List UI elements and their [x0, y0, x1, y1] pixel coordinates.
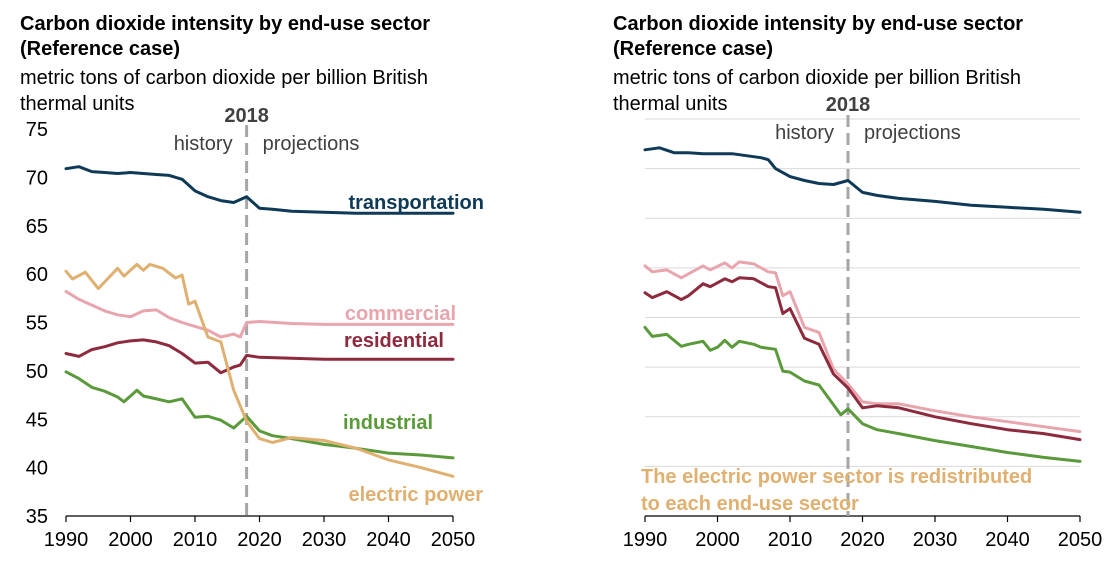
left-series-line-commercial	[64, 290, 455, 339]
right-x-tick-label: 2040	[985, 529, 1030, 551]
right-divider-year-label: 2018	[826, 94, 871, 116]
right-series-line-residential	[643, 276, 1082, 442]
left-chart-panel: Carbon dioxide intensity by end-use sect…	[20, 12, 484, 551]
left-y-tick-label: 70	[26, 167, 48, 189]
left-y-tick-label: 75	[26, 119, 48, 141]
left-chart-subtitle: (Reference case)	[20, 38, 181, 60]
right-x-tick-label: 2050	[1058, 529, 1103, 551]
left-y-tick-label: 50	[26, 361, 48, 383]
right-series-line-transportation	[643, 146, 1082, 214]
right-x-tick-label: 2030	[913, 529, 958, 551]
left-series-line-transportation	[64, 165, 455, 215]
right-chart-svg: 1990 2000 2010 2020 2030 2040 2050 2018 history p…	[623, 94, 1103, 551]
right-chart-subtitle: (Reference case)	[613, 38, 774, 60]
left-y-tick-label: 45	[26, 409, 48, 431]
left-x-tick-label: 2050	[431, 529, 476, 551]
left-x-tick-label: 1990	[44, 529, 89, 551]
left-series-label-electric_power: electric power	[348, 484, 483, 506]
right-x-tick-label: 1990	[623, 529, 668, 551]
left-x-tick-label: 2040	[366, 529, 411, 551]
right-x-tick-label: 2000	[695, 529, 740, 551]
right-annotation-line1: The electric power sector is redistribut…	[641, 466, 1032, 488]
left-y-tick-label: 60	[26, 264, 48, 286]
left-chart-units: metric tons of carbon dioxide per billio…	[20, 67, 428, 115]
left-chart-title-line1: Carbon dioxide intensity by end-use sect…	[20, 13, 431, 35]
right-chart-title-line1: Carbon dioxide intensity by end-use sect…	[613, 13, 1024, 35]
left-x-tick-label: 2000	[108, 529, 153, 551]
left-y-tick-label: 40	[26, 458, 48, 480]
right-history-label: history	[775, 122, 834, 144]
right-annotation-line2: to each end-use sector	[641, 493, 859, 515]
left-history-label: history	[174, 133, 233, 155]
right-chart-panel: Carbon dioxide intensity by end-use sect…	[557, 0, 1114, 561]
right-series-line-commercial	[643, 260, 1082, 434]
left-divider-year-label: 2018	[224, 105, 269, 127]
right-x-tick-label: 2020	[840, 529, 885, 551]
right-chart-title: Carbon dioxide intensity by end-use sect…	[613, 12, 1023, 62]
left-projections-label: projections	[263, 133, 360, 155]
left-chart-title: Carbon dioxide intensity by end-use sect…	[20, 12, 430, 62]
left-series-line-industrial	[64, 370, 455, 460]
left-y-tick-label: 55	[26, 313, 48, 335]
left-series-label-residential: residential	[344, 330, 444, 352]
left-x-tick-label: 2020	[237, 529, 282, 551]
left-series-label-transportation: transportation	[348, 192, 484, 214]
left-series-line-electric_power	[64, 262, 455, 478]
left-series-label-industrial: industrial	[343, 412, 433, 434]
left-series-line-residential	[64, 338, 455, 375]
left-x-tick-label: 2010	[173, 529, 218, 551]
right-projections-label: projections	[864, 122, 961, 144]
left-y-tick-label: 65	[26, 216, 48, 238]
right-chart-units: metric tons of carbon dioxide per billio…	[613, 67, 1021, 115]
left-x-tick-label: 2030	[302, 529, 347, 551]
left-y-tick-label: 35	[26, 506, 48, 528]
right-series-line-industrial	[643, 325, 1082, 463]
right-x-tick-label: 2010	[768, 529, 813, 551]
right-annotation: The electric power sector is redistribut…	[641, 466, 1032, 515]
left-series-label-commercial: commercial	[345, 303, 456, 325]
